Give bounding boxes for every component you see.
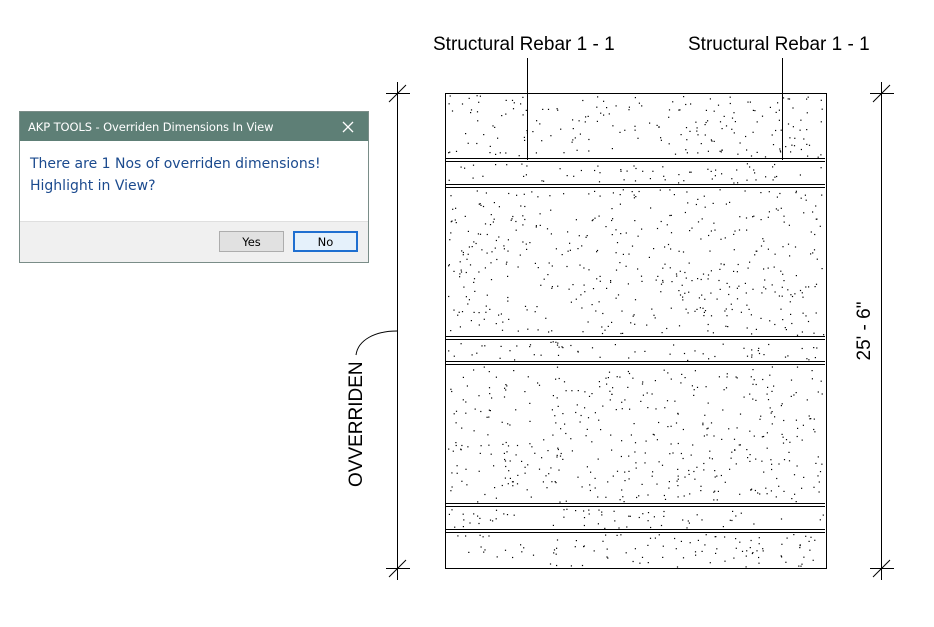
yes-button[interactable]: Yes bbox=[219, 231, 284, 252]
dialog-title: AKP TOOLS - Overriden Dimensions In View bbox=[28, 119, 274, 134]
no-button[interactable]: No bbox=[293, 231, 358, 252]
dialog-message: There are 1 Nos of overriden dimensions!… bbox=[20, 141, 368, 223]
overriden-dimensions-dialog: AKP TOOLS - Overriden Dimensions In View… bbox=[19, 111, 369, 263]
rebar-band-top[interactable] bbox=[446, 158, 825, 188]
close-button[interactable] bbox=[336, 115, 360, 139]
close-icon bbox=[342, 121, 354, 132]
message-line-2: Highlight in View? bbox=[30, 178, 156, 194]
rebar-tag-right[interactable]: Structural Rebar 1 - 1 bbox=[688, 34, 870, 55]
concrete-outline[interactable] bbox=[445, 93, 827, 569]
concrete-section[interactable] bbox=[445, 93, 827, 569]
rebar-tag-left[interactable]: Structural Rebar 1 - 1 bbox=[433, 34, 615, 55]
dialog-titlebar[interactable]: AKP TOOLS - Overriden Dimensions In View bbox=[20, 112, 368, 141]
right-dimension[interactable] bbox=[870, 82, 894, 580]
right-dimension-text[interactable]: 25' - 6" bbox=[854, 301, 875, 361]
concrete-hatch bbox=[448, 95, 825, 568]
left-dimension-text[interactable]: OVVERRIDEN bbox=[346, 361, 367, 487]
rebar-band-bottom[interactable] bbox=[446, 503, 825, 533]
message-line-1: There are 1 Nos of overriden dimensions! bbox=[30, 156, 321, 172]
dialog-button-bar: Yes No bbox=[20, 221, 368, 262]
left-dimension[interactable] bbox=[355, 82, 410, 580]
rebar-band-middle[interactable] bbox=[446, 336, 825, 365]
